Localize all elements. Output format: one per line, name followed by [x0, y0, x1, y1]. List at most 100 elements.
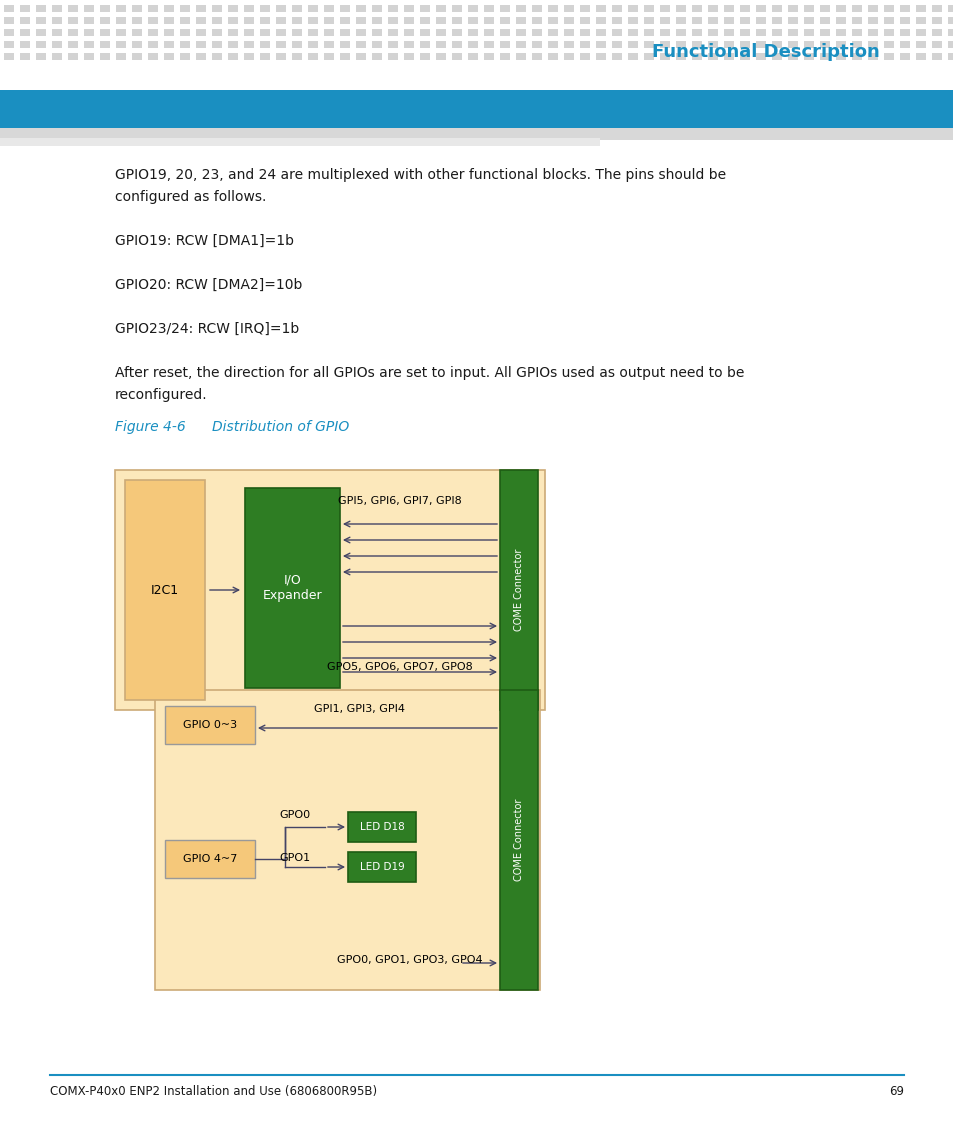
Bar: [499, 5, 510, 11]
Bar: [563, 41, 574, 48]
Bar: [403, 17, 414, 24]
Bar: [883, 29, 893, 35]
Bar: [292, 41, 302, 48]
Bar: [883, 5, 893, 11]
Bar: [419, 29, 430, 35]
Bar: [820, 41, 829, 48]
Bar: [755, 17, 765, 24]
Bar: [115, 469, 544, 710]
Bar: [36, 41, 46, 48]
Text: 69: 69: [888, 1085, 903, 1098]
Bar: [468, 17, 477, 24]
Bar: [324, 53, 334, 60]
Bar: [164, 41, 173, 48]
Bar: [707, 5, 718, 11]
Bar: [579, 53, 589, 60]
Bar: [627, 53, 638, 60]
Bar: [292, 29, 302, 35]
Text: I/O: I/O: [283, 574, 301, 586]
Bar: [851, 5, 862, 11]
Bar: [372, 29, 381, 35]
Bar: [516, 29, 525, 35]
Bar: [52, 29, 62, 35]
Bar: [388, 41, 397, 48]
Bar: [388, 53, 397, 60]
Bar: [324, 41, 334, 48]
Bar: [436, 53, 446, 60]
Bar: [483, 5, 494, 11]
Bar: [164, 29, 173, 35]
Bar: [483, 53, 494, 60]
Bar: [148, 53, 158, 60]
Bar: [68, 17, 78, 24]
Bar: [851, 29, 862, 35]
Bar: [180, 5, 190, 11]
Bar: [563, 53, 574, 60]
Bar: [547, 29, 558, 35]
Bar: [116, 41, 126, 48]
Bar: [4, 41, 14, 48]
Bar: [643, 29, 654, 35]
Bar: [324, 5, 334, 11]
Bar: [851, 41, 862, 48]
Bar: [180, 29, 190, 35]
Bar: [547, 41, 558, 48]
Bar: [228, 17, 237, 24]
Bar: [915, 29, 925, 35]
Bar: [228, 53, 237, 60]
Bar: [372, 5, 381, 11]
Text: Expander: Expander: [262, 590, 322, 602]
Bar: [803, 5, 813, 11]
Bar: [643, 53, 654, 60]
Bar: [195, 53, 206, 60]
Bar: [899, 41, 909, 48]
Bar: [740, 5, 749, 11]
Bar: [820, 53, 829, 60]
Bar: [659, 53, 669, 60]
Bar: [596, 53, 605, 60]
Bar: [372, 41, 381, 48]
Bar: [883, 53, 893, 60]
Bar: [164, 53, 173, 60]
Bar: [403, 29, 414, 35]
Bar: [132, 41, 142, 48]
Bar: [372, 17, 381, 24]
Bar: [355, 5, 366, 11]
Bar: [915, 41, 925, 48]
Bar: [20, 41, 30, 48]
Bar: [419, 5, 430, 11]
Bar: [436, 17, 446, 24]
Bar: [132, 17, 142, 24]
Bar: [579, 29, 589, 35]
Bar: [755, 53, 765, 60]
Bar: [388, 5, 397, 11]
Bar: [532, 29, 541, 35]
Text: LED D19: LED D19: [359, 862, 404, 872]
Bar: [627, 17, 638, 24]
Bar: [468, 29, 477, 35]
Bar: [755, 5, 765, 11]
Bar: [532, 53, 541, 60]
Bar: [419, 17, 430, 24]
Text: configured as follows.: configured as follows.: [115, 190, 266, 204]
Bar: [499, 29, 510, 35]
Bar: [483, 41, 494, 48]
Bar: [803, 41, 813, 48]
Bar: [260, 5, 270, 11]
Bar: [596, 5, 605, 11]
Bar: [771, 17, 781, 24]
Bar: [787, 5, 797, 11]
Text: GPIO20: RCW [DMA2]=10b: GPIO20: RCW [DMA2]=10b: [115, 278, 302, 292]
Bar: [627, 5, 638, 11]
Bar: [771, 5, 781, 11]
Bar: [676, 53, 685, 60]
Bar: [947, 17, 953, 24]
Bar: [867, 29, 877, 35]
Bar: [125, 480, 205, 700]
Bar: [867, 17, 877, 24]
Bar: [260, 53, 270, 60]
Text: COME Connector: COME Connector: [514, 548, 523, 631]
Bar: [20, 5, 30, 11]
Bar: [419, 53, 430, 60]
Bar: [627, 41, 638, 48]
